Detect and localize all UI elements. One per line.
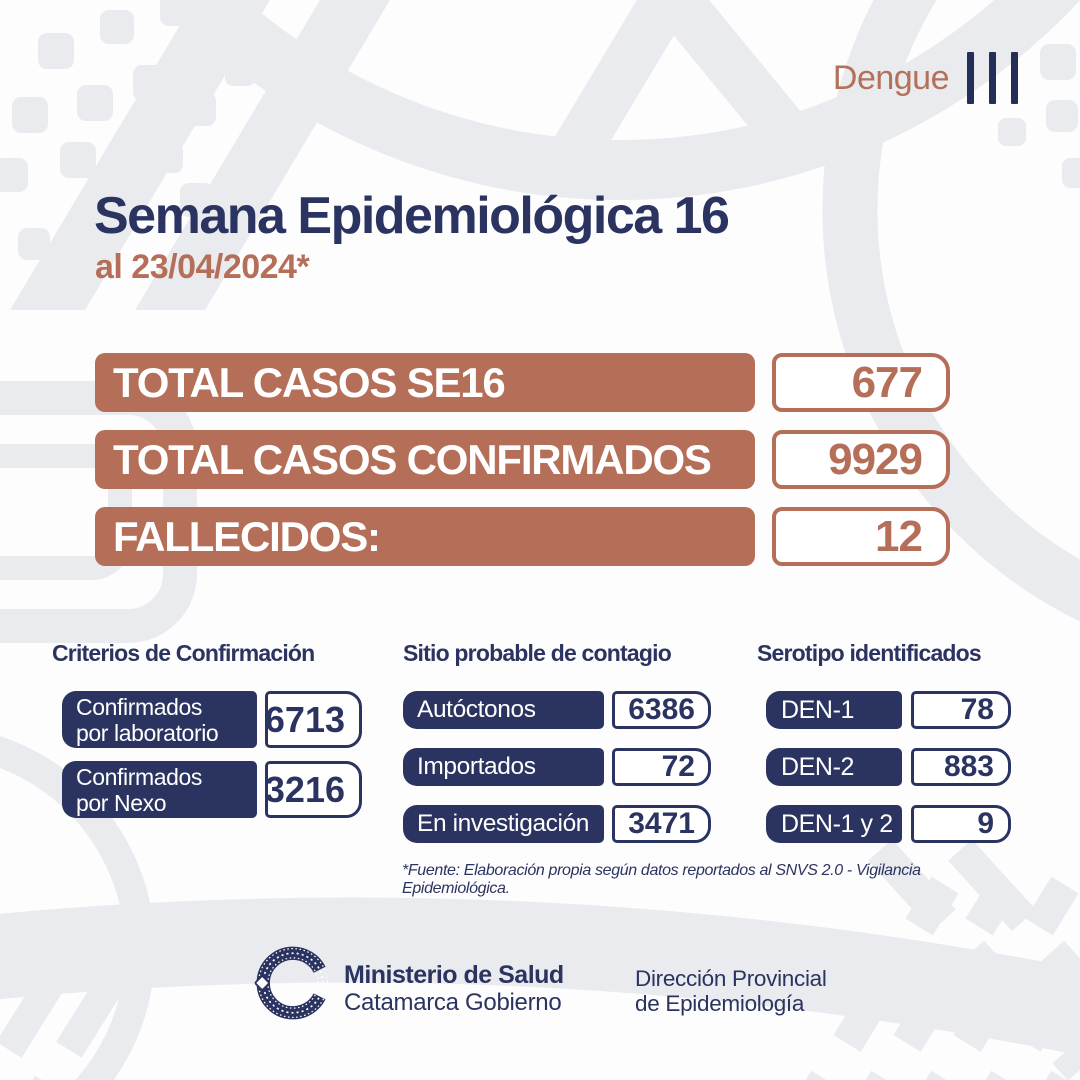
column-heading: Criterios de Confirmación: [52, 640, 315, 666]
contagion-site-column: Sitio probable de contagio Autóctonos 63…: [403, 640, 723, 862]
stat-row: DEN-1 78: [766, 691, 1057, 729]
stat-row: Autóctonos 6386: [403, 691, 723, 729]
deaths-label: FALLECIDOS:: [95, 507, 755, 566]
government-name: Catamarca Gobierno: [344, 989, 562, 1016]
autochthonous-value: 6386: [612, 691, 711, 729]
imported-label: Importados: [403, 748, 604, 786]
nexo-confirmed-value: 3216: [265, 761, 362, 818]
ministry-wordmark: Ministerio de Salud Catamarca Gobierno: [344, 961, 564, 1017]
total-confirmed-label: TOTAL CASOS CONFIRMADOS: [95, 430, 755, 489]
total-row: TOTAL CASOS CONFIRMADOS 9929: [95, 430, 950, 489]
den1-label: DEN-1: [766, 691, 902, 729]
stat-row: En investigación 3471: [403, 805, 723, 843]
serotype-column: Serotipo identificados DEN-1 78 DEN-2 88…: [757, 640, 1057, 862]
column-heading: Serotipo identificados: [757, 640, 982, 666]
stat-row: DEN-1 y 2 9: [766, 805, 1057, 843]
stat-row: Confirmados por Nexo 3216: [62, 761, 372, 818]
bar-glyph: [1011, 52, 1018, 104]
under-investigation-label: En investigación: [403, 805, 604, 843]
brand-dengue-label: Dengue: [832, 58, 950, 97]
hatch-bottom-left: [0, 912, 163, 1080]
column-heading: Sitio probable de contagio: [403, 640, 672, 666]
den1y2-value: 9: [911, 805, 1011, 843]
den1y2-label: DEN-1 y 2: [766, 805, 902, 843]
total-confirmed-value: 9929: [772, 430, 950, 489]
lab-confirmed-value: 6713: [265, 691, 362, 748]
total-row: TOTAL CASOS SE16 677: [95, 353, 950, 412]
den1-value: 78: [911, 691, 1011, 729]
criteria-column: Criterios de Confirmación Confirmados po…: [52, 640, 372, 831]
total-cases-week-value: 677: [772, 353, 950, 412]
stat-row: Confirmados por laboratorio 6713: [62, 691, 372, 748]
source-footnote: *Fuente: Elaboración propia según datos …: [402, 862, 921, 897]
stat-row: Importados 72: [403, 748, 723, 786]
totals-section: TOTAL CASOS SE16 677 TOTAL CASOS CONFIRM…: [95, 353, 950, 584]
bar-glyph: [989, 52, 996, 104]
den2-value: 883: [911, 748, 1011, 786]
lab-confirmed-label: Confirmados por laboratorio: [62, 691, 257, 748]
hatch-bottom-right: [805, 839, 1080, 1080]
ministry-logo-icon: [254, 946, 330, 1020]
ministry-name: Ministerio de Salud: [344, 961, 564, 989]
three-vertical-bars-icon: [967, 52, 1018, 104]
deaths-value: 12: [772, 507, 950, 566]
department-line1: Dirección Provincial: [635, 966, 827, 991]
stat-row: DEN-2 883: [766, 748, 1057, 786]
nexo-confirmed-label: Confirmados por Nexo: [62, 761, 257, 818]
brand: Dengue: [833, 52, 1018, 104]
page-title: Semana Epidemiológica 16: [94, 187, 730, 245]
total-cases-week-label: TOTAL CASOS SE16: [95, 353, 755, 412]
total-row: FALLECIDOS: 12: [95, 507, 950, 566]
qr-dots-top-right: [998, 44, 1080, 188]
under-investigation-value: 3471: [612, 805, 711, 843]
department-wordmark: Dirección Provincial de Epidemiología: [635, 966, 827, 1016]
imported-value: 72: [612, 748, 711, 786]
report-date: al 23/04/2024*: [95, 248, 310, 286]
department-line2: de Epidemiología: [635, 991, 805, 1016]
bar-glyph: [967, 52, 974, 104]
autochthonous-label: Autóctonos: [403, 691, 604, 729]
den2-label: DEN-2: [766, 748, 902, 786]
